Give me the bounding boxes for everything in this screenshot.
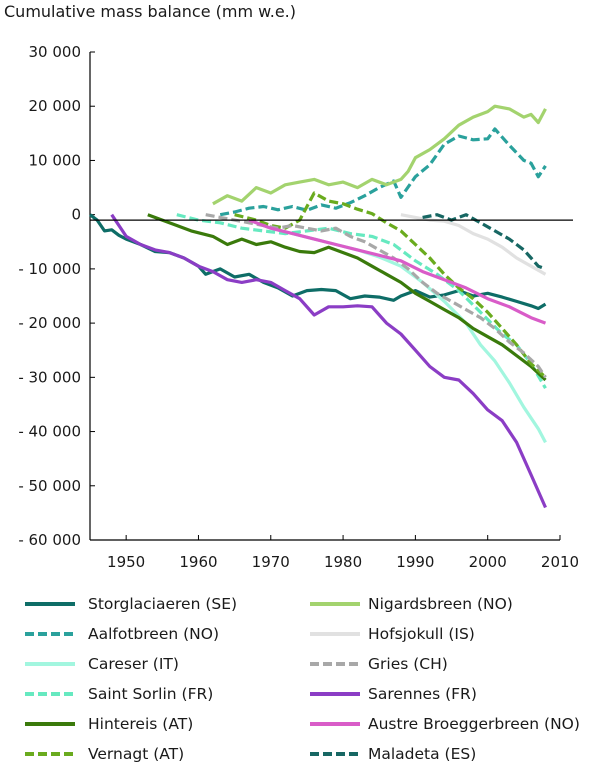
ticks-layer: 30 000 20 000 10 000 0 - 10 000 - 20 000 - 30 … bbox=[18, 43, 579, 571]
legend-label-7: Hofsjokull (IS) bbox=[368, 625, 475, 643]
x-tick-label: 1960 bbox=[179, 553, 217, 571]
legend-label-8: Gries (CH) bbox=[368, 655, 448, 673]
series-line-9 bbox=[110, 213, 547, 509]
legend-label-4: Hintereis (AT) bbox=[88, 715, 193, 733]
series-line-7 bbox=[400, 213, 547, 276]
legend-label-10: Austre Broeggerbreen (NO) bbox=[368, 715, 580, 733]
y-tick-label: - 20 000 bbox=[18, 314, 81, 332]
y-tick-label: 10 000 bbox=[29, 151, 82, 169]
legend: Storglaciaeren (SE) Aalfotbreen (NO) Cares… bbox=[25, 595, 580, 763]
legend-label-2: Careser (IT) bbox=[88, 655, 179, 673]
series-line-11 bbox=[422, 213, 547, 271]
y-tick-label: - 50 000 bbox=[18, 477, 81, 495]
x-tick-label: 2000 bbox=[469, 553, 507, 571]
x-tick-label: 1990 bbox=[396, 553, 434, 571]
legend-label-9: Sarennes (FR) bbox=[368, 685, 477, 703]
legend-label-0: Storglaciaeren (SE) bbox=[88, 595, 237, 613]
legend-label-5: Vernagt (AT) bbox=[88, 745, 184, 763]
x-tick-label: 2010 bbox=[541, 553, 579, 571]
axes-layer bbox=[89, 51, 561, 541]
x-tick-label: 1950 bbox=[107, 553, 145, 571]
y-axis-title: Cumulative mass balance (mm w.e.) bbox=[4, 2, 296, 21]
legend-label-3: Saint Sorlin (FR) bbox=[88, 685, 213, 703]
y-tick-label: - 40 000 bbox=[18, 423, 81, 441]
series-layer bbox=[89, 104, 573, 509]
legend-label-11: Maladeta (ES) bbox=[368, 745, 476, 763]
series-line-4 bbox=[147, 213, 547, 382]
y-tick-label: 30 000 bbox=[29, 43, 82, 61]
series-line-1 bbox=[219, 127, 547, 217]
y-tick-label: - 60 000 bbox=[18, 531, 81, 549]
series-line-10 bbox=[248, 218, 547, 325]
x-tick-label: 1980 bbox=[324, 553, 362, 571]
y-tick-label: 0 bbox=[71, 206, 81, 224]
y-tick-label: - 10 000 bbox=[18, 260, 81, 278]
series-line-5 bbox=[234, 191, 547, 379]
y-tick-label: - 30 000 bbox=[18, 368, 81, 386]
x-tick-label: 1970 bbox=[252, 553, 290, 571]
legend-label-6: Nigardsbreen (NO) bbox=[368, 595, 513, 613]
legend-label-1: Aalfotbreen (NO) bbox=[88, 625, 219, 643]
series-line-3 bbox=[176, 213, 547, 390]
y-tick-label: 20 000 bbox=[29, 97, 82, 115]
series-line-6 bbox=[212, 104, 547, 206]
